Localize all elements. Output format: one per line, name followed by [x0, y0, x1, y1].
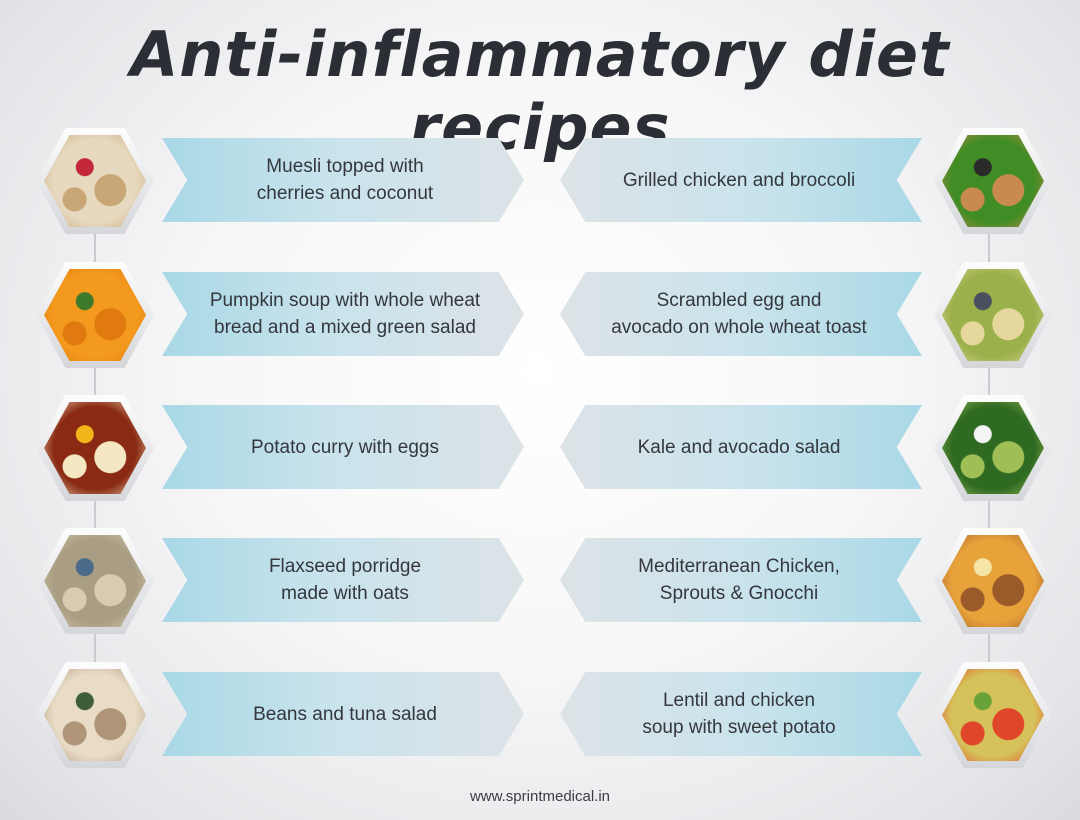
beans-tuna-salad-photo — [36, 662, 154, 768]
food-image — [44, 269, 146, 361]
recipe-label: Potato curry with eggs — [251, 436, 439, 458]
food-image — [44, 402, 146, 494]
recipe-banner: Muesli topped with cherries and coconut — [162, 138, 524, 222]
recipe-banner: Mediterranean Chicken, Sprouts & Gnocchi — [560, 538, 922, 622]
recipe-label: Flaxseed porridge made with oats — [268, 556, 422, 604]
kale-avocado-salad-photo — [934, 395, 1052, 501]
recipe-label: Lentil and chicken soup with sweet potat… — [642, 690, 836, 738]
food-image — [942, 135, 1044, 227]
footer-website[interactable]: www.sprintmedical.in — [469, 788, 611, 805]
recipe-label: Pumpkin soup with whole wheat bread and … — [209, 290, 481, 338]
mediterranean-chicken-photo — [934, 528, 1052, 634]
recipe-label: Scrambled egg and avocado on whole wheat… — [611, 290, 867, 338]
recipe-banner: Pumpkin soup with whole wheat bread and … — [162, 272, 524, 356]
pumpkin-soup-photo — [36, 262, 154, 368]
food-image — [942, 402, 1044, 494]
recipe-label: Grilled chicken and broccoli — [622, 169, 856, 191]
food-image — [942, 269, 1044, 361]
potato-curry-photo — [36, 395, 154, 501]
egg-avocado-toast-photo — [934, 262, 1052, 368]
recipe-banner: Grilled chicken and broccoli — [560, 138, 922, 222]
recipe-banner: Beans and tuna salad — [162, 672, 524, 756]
food-image — [942, 535, 1044, 627]
recipe-label: Muesli topped with cherries and coconut — [256, 156, 434, 204]
food-image — [44, 535, 146, 627]
flaxseed-porridge-photo — [36, 528, 154, 634]
recipe-banner: Flaxseed porridge made with oats — [162, 538, 524, 622]
recipe-banner: Kale and avocado salad — [560, 405, 922, 489]
recipe-banner: Scrambled egg and avocado on whole wheat… — [560, 272, 922, 356]
recipe-banner: Lentil and chicken soup with sweet potat… — [560, 672, 922, 756]
recipe-banner: Potato curry with eggs — [162, 405, 524, 489]
food-image — [44, 669, 146, 761]
food-image — [44, 135, 146, 227]
lentil-chicken-soup-photo — [934, 662, 1052, 768]
recipe-label: Mediterranean Chicken, Sprouts & Gnocchi — [638, 556, 840, 604]
food-image — [942, 669, 1044, 761]
recipe-label: Beans and tuna salad — [253, 703, 437, 725]
page-title: Anti-inflammatory diet recipes — [130, 18, 950, 164]
muesli-bowl-photo — [36, 128, 154, 234]
recipe-label: Kale and avocado salad — [637, 436, 841, 458]
